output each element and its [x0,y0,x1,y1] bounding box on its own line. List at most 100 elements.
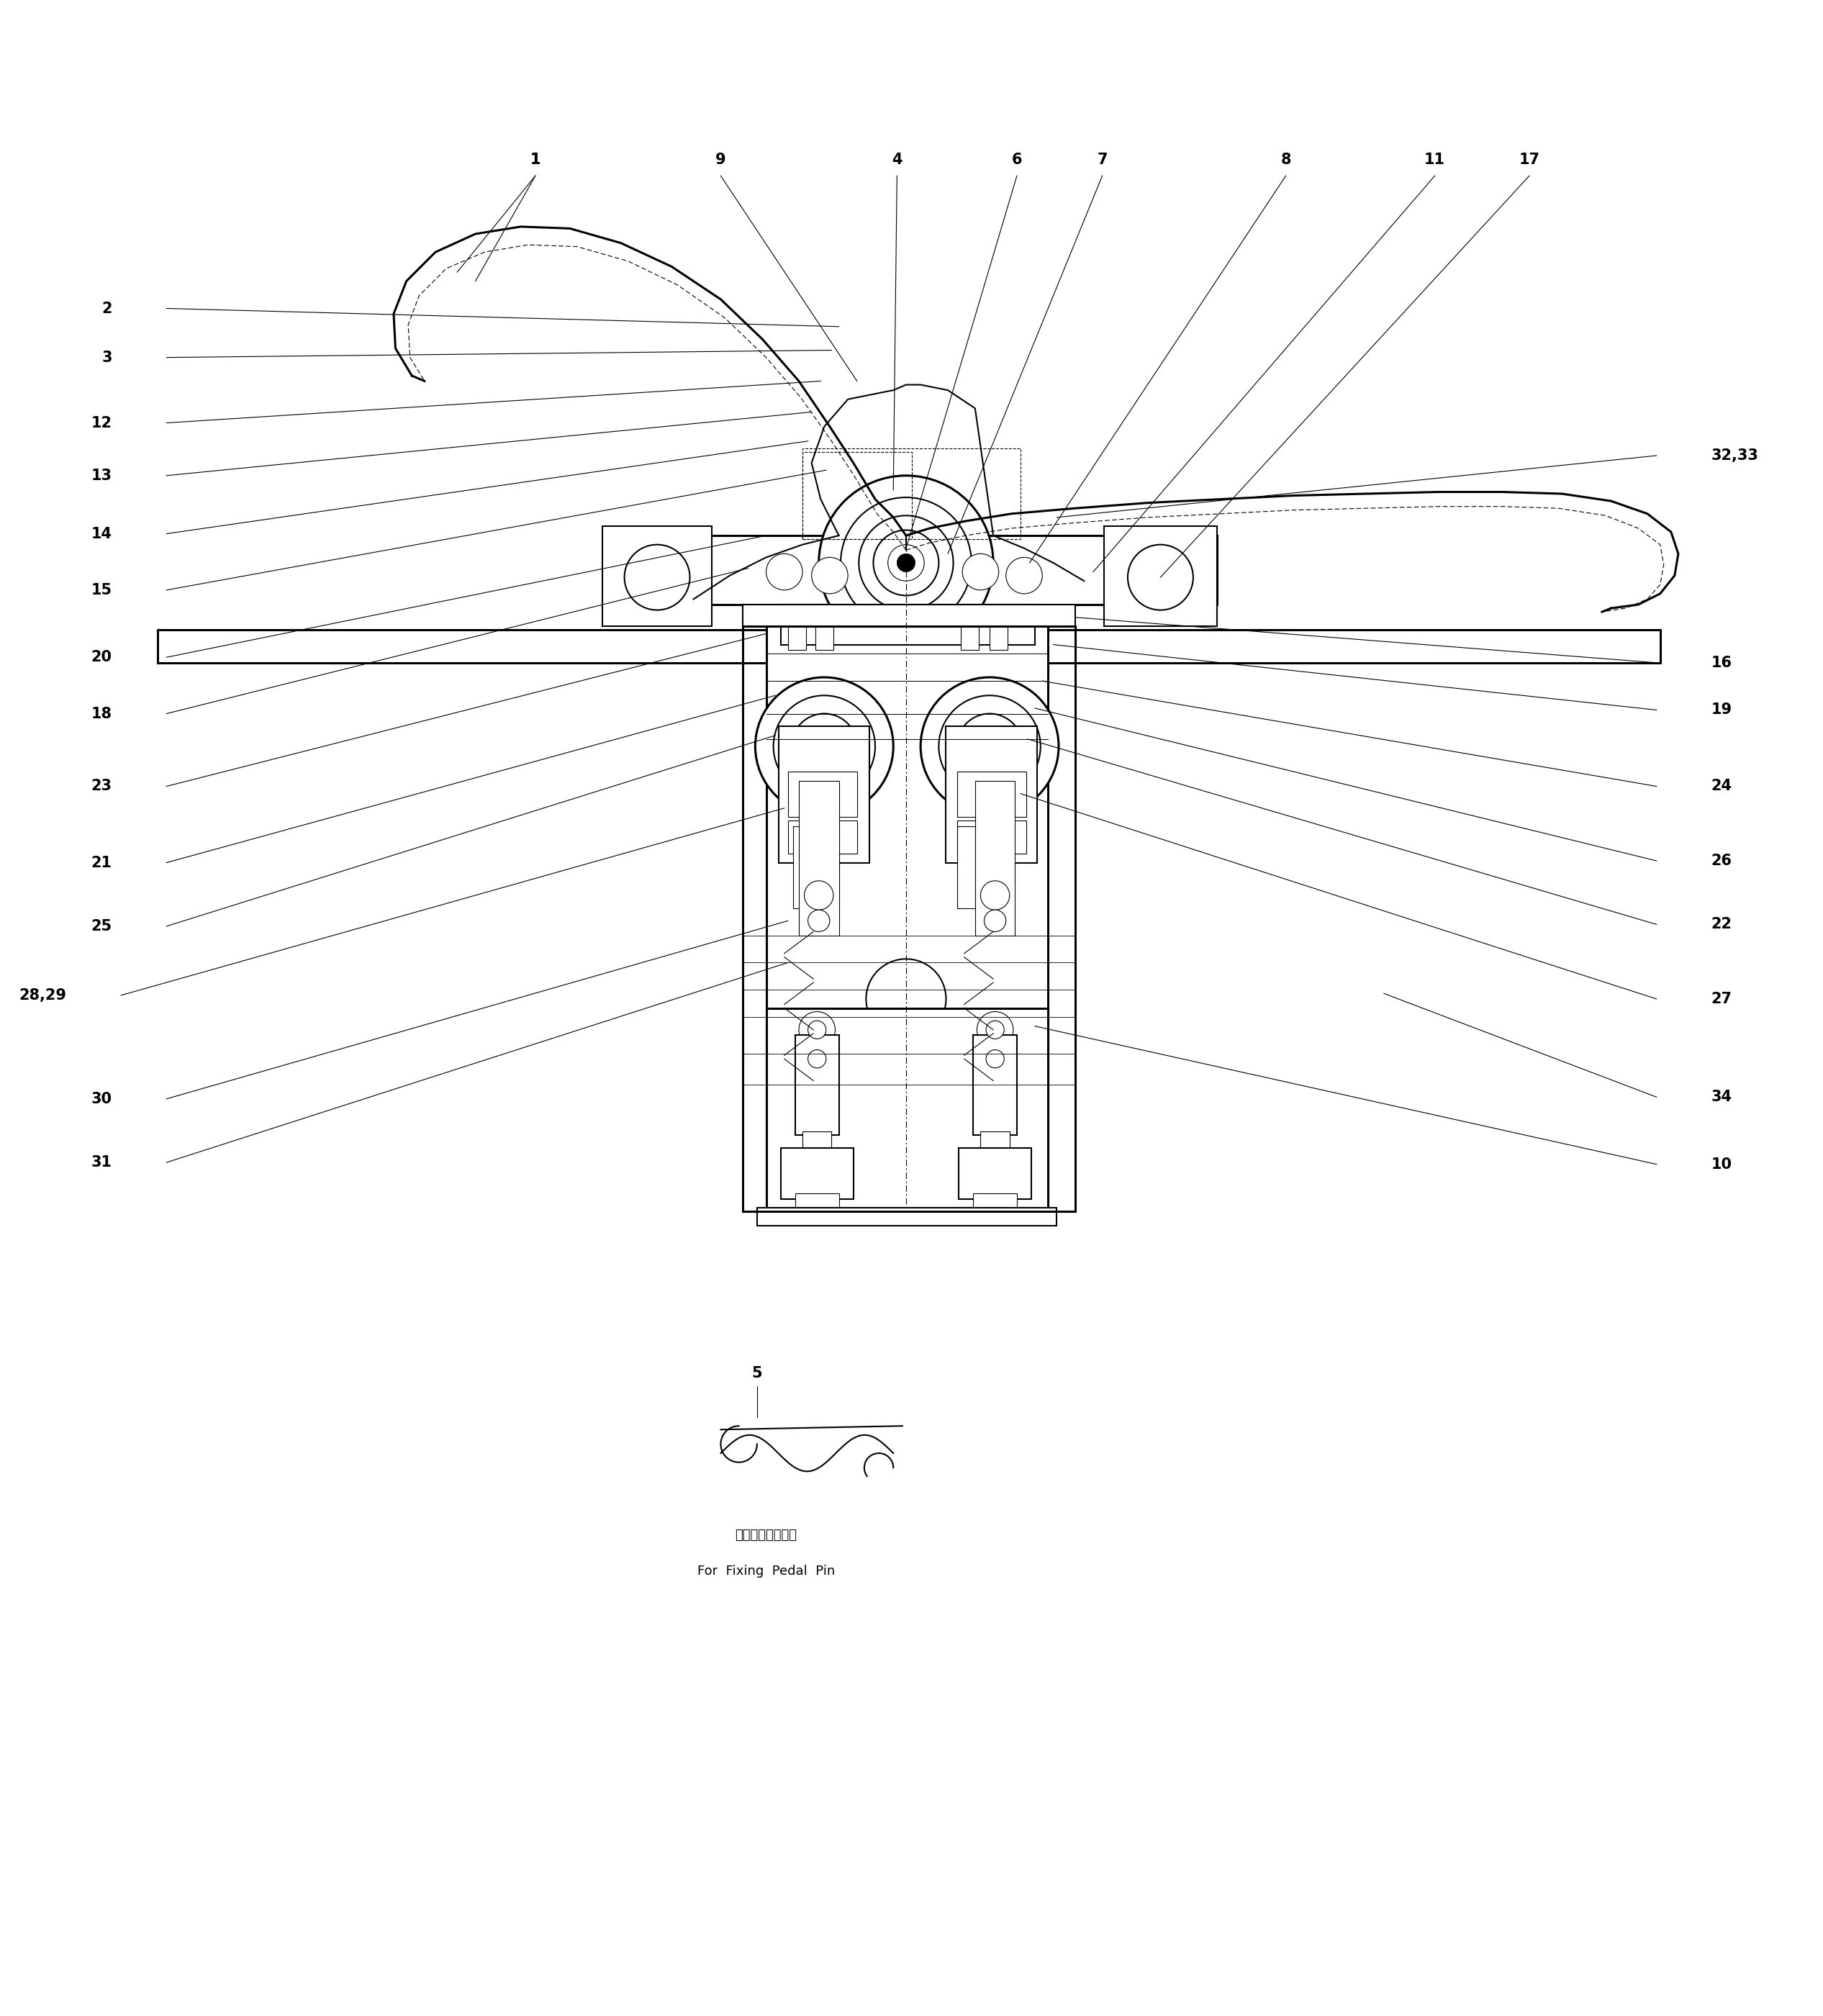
Text: 8: 8 [1280,153,1291,167]
Circle shape [957,714,1023,778]
Bar [798,780,839,935]
Text: 19: 19 [1712,704,1732,718]
Bar [957,821,1026,853]
Bar [973,1193,1017,1208]
Text: 18: 18 [91,706,111,722]
Text: 15: 15 [91,583,111,597]
Bar [766,605,1048,1208]
Text: 26: 26 [1712,853,1732,869]
Text: 2: 2 [102,300,111,317]
Bar [802,452,912,538]
Text: 27: 27 [1712,992,1732,1006]
Circle shape [1128,544,1192,611]
Circle shape [603,538,667,605]
Circle shape [977,1012,1014,1048]
Text: 4: 4 [891,153,902,167]
Circle shape [859,516,953,611]
Text: 1: 1 [530,153,541,167]
Text: 7: 7 [1097,153,1108,167]
Circle shape [773,696,875,796]
Circle shape [986,1050,1004,1068]
Bar [990,625,1008,649]
Bar [766,1008,1048,1208]
Circle shape [808,909,829,931]
Text: 16: 16 [1712,655,1732,669]
Circle shape [921,677,1059,814]
Text: 17: 17 [1519,153,1540,167]
Circle shape [866,960,946,1038]
Text: 11: 11 [1424,153,1446,167]
Text: 32,33: 32,33 [1712,448,1759,464]
Circle shape [808,1020,826,1038]
Bar [1105,526,1216,627]
Bar [780,605,1035,645]
Bar [778,726,870,863]
Circle shape [986,1020,1004,1038]
Circle shape [808,1050,826,1068]
Circle shape [1128,542,1187,601]
Circle shape [625,544,689,611]
Circle shape [819,476,994,649]
Bar [959,1147,1032,1200]
Text: 28,29: 28,29 [18,988,67,1002]
Text: 10: 10 [1712,1157,1732,1171]
Text: 1: 1 [530,153,541,167]
Circle shape [963,554,999,591]
Text: 24: 24 [1712,778,1732,794]
Text: 22: 22 [1712,917,1732,931]
Bar [802,1131,831,1153]
Bar [946,726,1037,863]
Text: 21: 21 [91,855,111,869]
Text: 34: 34 [1712,1091,1732,1105]
Text: 31: 31 [91,1155,111,1169]
Circle shape [873,530,939,595]
Bar [957,827,975,907]
Circle shape [888,544,924,581]
Bar [757,1208,1057,1226]
Bar [788,772,857,816]
Bar [793,827,811,907]
Text: 6: 6 [1012,153,1023,167]
Text: 23: 23 [91,778,111,794]
Bar [815,625,833,649]
Bar [975,780,1015,935]
Circle shape [984,909,1006,931]
Bar [157,631,1661,663]
Bar [957,772,1026,816]
Text: For  Fixing  Pedal  Pin: For Fixing Pedal Pin [698,1564,835,1579]
Bar [961,625,979,649]
Bar [603,536,1216,605]
Circle shape [939,696,1041,796]
Circle shape [791,714,857,778]
Text: 12: 12 [91,415,111,429]
Bar [820,827,839,907]
Bar [795,1193,839,1208]
Text: 20: 20 [91,649,111,665]
Circle shape [981,881,1010,909]
Circle shape [840,498,972,629]
Text: 9: 9 [715,153,726,167]
Circle shape [766,554,802,591]
Text: 30: 30 [91,1091,111,1107]
Text: 3: 3 [102,351,111,365]
Bar [742,627,1076,1212]
Circle shape [804,881,833,909]
Bar [780,1147,853,1200]
Bar [981,1131,1010,1153]
Circle shape [629,542,685,601]
Bar [802,448,1021,538]
Bar [788,625,806,649]
Circle shape [798,1012,835,1048]
Text: 13: 13 [91,468,111,482]
Circle shape [811,556,848,593]
Bar [973,1036,1017,1135]
Text: ペダルピン固定用: ペダルピン固定用 [735,1528,797,1542]
Bar [795,1036,839,1135]
Bar [603,526,711,627]
Bar [984,827,1003,907]
Circle shape [897,554,915,573]
Circle shape [755,677,893,814]
Text: 14: 14 [91,526,111,540]
Bar [742,605,1076,627]
Circle shape [1152,538,1216,605]
